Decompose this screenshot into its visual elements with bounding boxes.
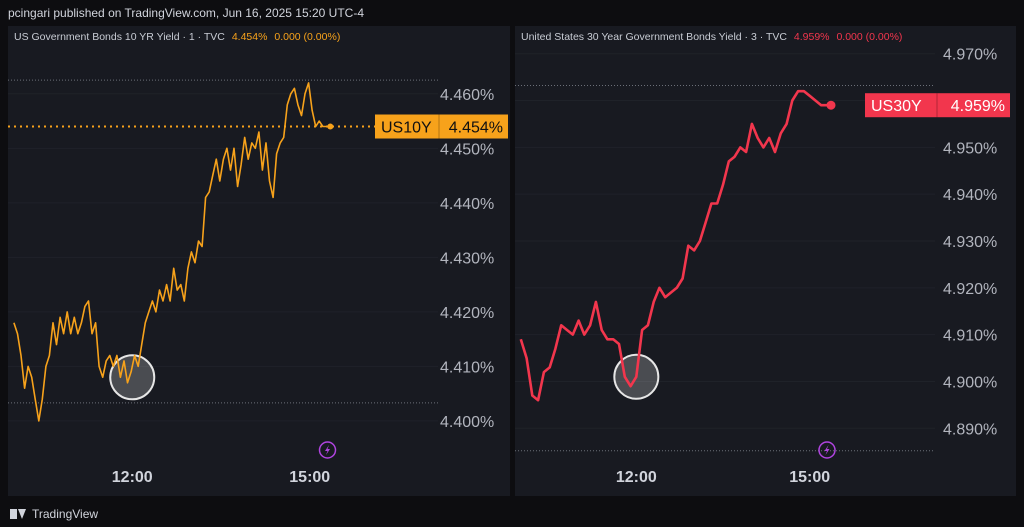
series-line <box>519 89 827 402</box>
lightning-event-icon <box>318 441 337 459</box>
event-icon-ring <box>318 441 337 459</box>
x-tick-label: 12:00 <box>112 469 153 486</box>
y-tick-label: 4.940% <box>943 187 997 204</box>
y-tick-label: 4.400% <box>440 414 494 431</box>
ticker-label: US30Y <box>871 98 922 115</box>
y-tick-label: 4.410% <box>440 359 494 376</box>
y-tick-label: 4.950% <box>943 140 997 157</box>
footer-brand: TradingView <box>32 506 99 521</box>
legend-us30y: United States 30 Year Government Bonds Y… <box>521 31 902 43</box>
chart-canvas-us10y[interactable]: 4.400% 4.410% 4.420% 4.430% 4.440% 4.450% 4.46… <box>8 26 510 496</box>
y-tick-label: 4.970% <box>943 47 997 64</box>
price-tag-value: 4.454% <box>449 120 503 137</box>
publish-info: pcingari published on TradingView.com, J… <box>0 0 1024 26</box>
last-point-dot <box>327 123 334 130</box>
event-icon-ring <box>818 441 836 459</box>
price-tag: US10Y 4.454% <box>375 114 508 139</box>
y-tick-label: 4.450% <box>440 141 494 158</box>
x-tick-label: 15:00 <box>789 469 830 486</box>
price-tag-box <box>865 93 1010 118</box>
price-tag-box <box>375 114 508 139</box>
legend-value: 4.959% <box>793 31 830 43</box>
price-tag: US30Y 4.959% <box>865 93 1010 118</box>
y-tick-label: 4.420% <box>440 305 494 322</box>
y-tick-label: 4.930% <box>943 234 997 251</box>
y-tick-label: 4.920% <box>943 281 997 298</box>
lightning-event-icon <box>818 441 836 459</box>
highlight-circle <box>109 354 156 401</box>
event-icon-bolt <box>325 445 330 455</box>
price-tag-value: 4.959% <box>951 98 1005 115</box>
x-tick-label: 15:00 <box>289 469 330 486</box>
chart-panel-us10y[interactable]: 4.400% 4.410% 4.420% 4.430% 4.440% 4.450% 4.46… <box>8 26 510 496</box>
x-tick-label: 12:00 <box>616 469 657 486</box>
y-tick-label: 4.910% <box>943 328 997 345</box>
legend-change: 0.000 (0.00%) <box>836 31 903 43</box>
last-point-dot <box>826 100 836 110</box>
chart-panel-us30y[interactable]: 4.890% 4.900% 4.910% 4.920% 4.930% 4.940% 4.95… <box>515 26 1016 496</box>
tradingview-logo-icon <box>10 508 26 519</box>
event-icon-bolt <box>824 445 830 455</box>
y-tick-label: 4.890% <box>943 421 997 438</box>
legend-title: US Government Bonds 10 YR Yield · 1 · TV… <box>14 31 225 43</box>
y-tick-label: 4.440% <box>440 196 494 213</box>
y-tick-label: 4.460% <box>440 87 494 104</box>
y-tick-label: 4.430% <box>440 250 494 267</box>
legend-title: United States 30 Year Government Bonds Y… <box>521 31 787 43</box>
legend-us10y: US Government Bonds 10 YR Yield · 1 · TV… <box>14 31 340 43</box>
legend-value: 4.454% <box>231 31 268 43</box>
grid <box>8 93 438 422</box>
footer: TradingView <box>0 500 1024 527</box>
y-tick-label: 4.900% <box>943 374 997 391</box>
ticker-label: US10Y <box>381 120 432 137</box>
chart-canvas-us30y[interactable]: 4.890% 4.900% 4.910% 4.920% 4.930% 4.940% 4.95… <box>515 26 1016 496</box>
publish-info-text: pcingari published on TradingView.com, J… <box>8 6 364 20</box>
legend-change: 0.000 (0.00%) <box>274 31 341 43</box>
series-line <box>13 82 327 422</box>
